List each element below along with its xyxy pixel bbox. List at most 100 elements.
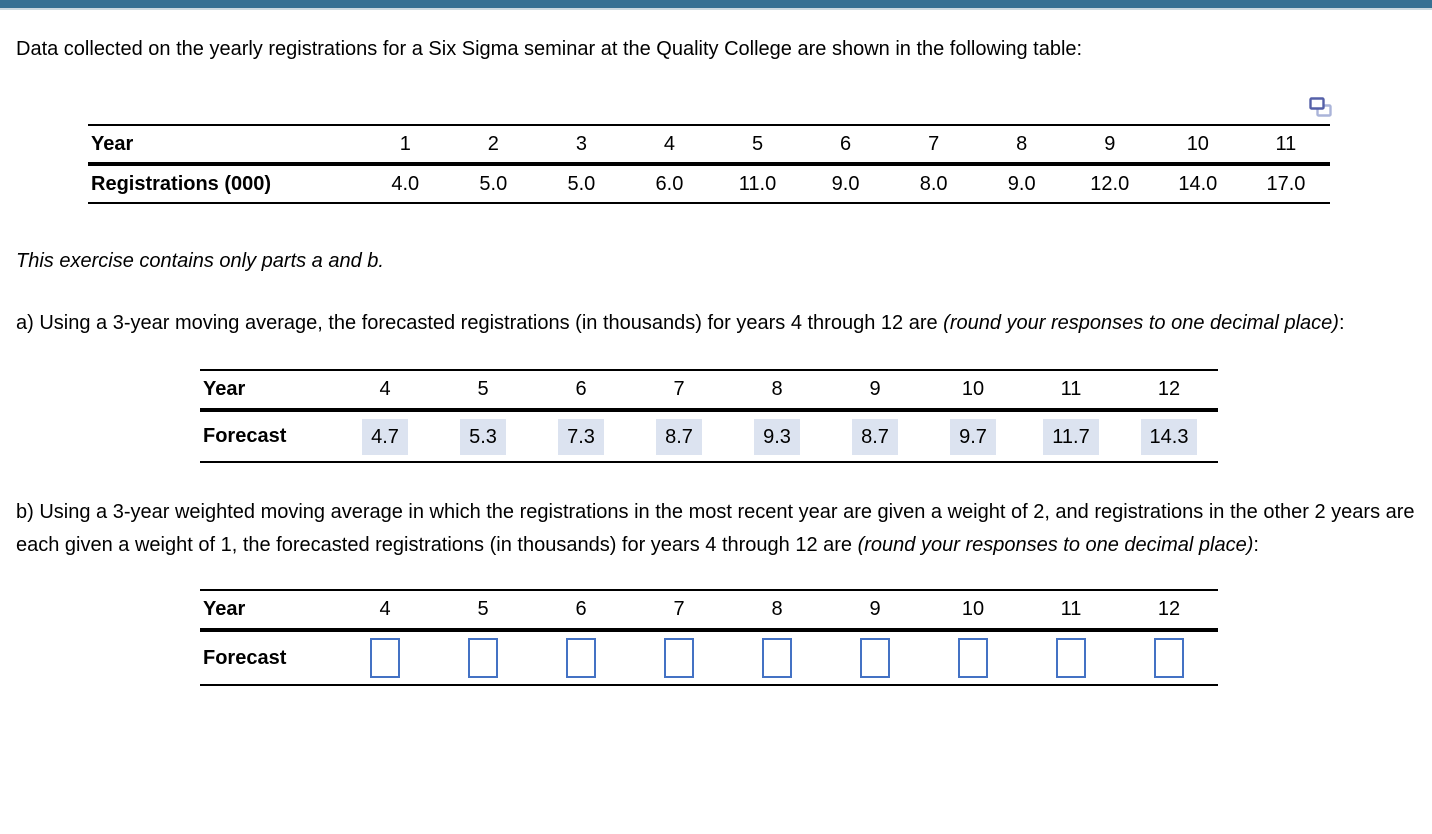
registration-cell: 12.0 <box>1090 172 1130 195</box>
year-cell: 11 <box>1022 590 1120 632</box>
year-cell: 4 <box>336 370 434 412</box>
forecast-cell <box>630 630 728 685</box>
table-row: Forecast 4.7 5.3 7.3 8.7 9.3 8.7 9.7 11.… <box>200 410 1218 462</box>
year-cell: 6 <box>532 370 630 412</box>
forecast-cell: 7.3 <box>532 410 630 462</box>
forecast-input-year-5[interactable] <box>468 638 498 678</box>
year-cell: 4 <box>336 590 434 632</box>
intro-text: Data collected on the yearly registratio… <box>16 38 1083 60</box>
year-cell: 9 <box>826 370 924 412</box>
forecast-input-year-11[interactable] <box>1056 638 1086 678</box>
forecast-cell: 4.7 <box>336 410 434 462</box>
year-cell: 5 <box>713 125 802 166</box>
row-label-year: Year <box>200 370 336 412</box>
registration-cell: 5.0 <box>479 172 508 195</box>
year-cell: 9 <box>1065 125 1154 166</box>
forecast-cell <box>1120 630 1218 685</box>
forecast-cell: 14.3 <box>1120 410 1218 462</box>
forecast-cell: 8.7 <box>630 410 728 462</box>
year-cell: 10 <box>924 590 1022 632</box>
part-b-text-italic: (round your responses to one decimal pla… <box>857 534 1254 556</box>
year-cell: 9 <box>826 590 924 632</box>
year-cell: 8 <box>728 590 826 632</box>
forecast-cell <box>924 630 1022 685</box>
year-cell: 4 <box>625 125 714 166</box>
registration-cell: 11.0 <box>738 172 777 195</box>
registrations-table: Year 1 2 3 4 5 6 7 8 9 10 11 Registratio… <box>88 124 1330 204</box>
year-cell: 6 <box>801 125 890 166</box>
forecast-answer-field[interactable]: 5.3 <box>460 418 506 455</box>
forecast-cell <box>336 630 434 685</box>
table-row: Year 4 5 6 7 8 9 10 11 12 <box>200 590 1218 632</box>
forecast-input-year-10[interactable] <box>958 638 988 678</box>
registration-cell: 4.0 <box>391 172 420 195</box>
registration-cell: 17.0 <box>1266 172 1306 195</box>
forecast-cell: 9.3 <box>728 410 826 462</box>
forecast-input-year-4[interactable] <box>370 638 400 678</box>
year-cell: 10 <box>1153 125 1242 166</box>
forecast-cell <box>728 630 826 685</box>
table-row: Registrations (000) 4.0 5.0 5.0 6.0 11.0… <box>88 164 1330 203</box>
exercise-note: This exercise contains only parts a and … <box>16 250 384 272</box>
year-cell: 8 <box>977 125 1066 166</box>
part-a-text-colon: : <box>1338 312 1345 334</box>
registration-cell: 6.0 <box>655 172 684 195</box>
part-b-text: b) Using a 3-year weighted moving averag… <box>16 496 1416 562</box>
forecast-answer-field[interactable]: 8.7 <box>852 418 898 455</box>
year-cell: 3 <box>537 125 626 166</box>
forecast-answer-field[interactable]: 9.3 <box>754 418 800 455</box>
table-row: Year 4 5 6 7 8 9 10 11 12 <box>200 370 1218 412</box>
forecast-cell <box>434 630 532 685</box>
year-cell: 11 <box>1022 370 1120 412</box>
part-b-text-main: b) Using a 3-year weighted moving averag… <box>16 501 1415 556</box>
forecast-answer-field[interactable]: 9.7 <box>950 418 996 455</box>
row-label-forecast: Forecast <box>203 646 287 669</box>
year-cell: 12 <box>1120 590 1218 632</box>
row-label-year: Year <box>88 125 362 166</box>
forecast-cell <box>826 630 924 685</box>
year-cell: 2 <box>449 125 538 166</box>
year-cell: 8 <box>728 370 826 412</box>
row-label-year: Year <box>200 590 336 632</box>
registration-cell: 14.0 <box>1178 172 1218 195</box>
part-b-text-colon: : <box>1253 534 1259 556</box>
part-a-text: a) Using a 3-year moving average, the fo… <box>16 307 1416 340</box>
top-accent-bar-edge <box>0 8 1432 10</box>
part-b-forecast-table: Year 4 5 6 7 8 9 10 11 12 Forecast <box>200 589 1218 686</box>
year-cell: 5 <box>434 590 532 632</box>
registration-cell: 9.0 <box>1007 172 1036 195</box>
part-a-forecast-table: Year 4 5 6 7 8 9 10 11 12 Forecast 4.7 5… <box>200 369 1218 463</box>
row-label-registrations: Registrations (000) <box>91 172 272 195</box>
part-a-text-main: a) Using a 3-year moving average, the fo… <box>16 312 944 334</box>
forecast-input-year-12[interactable] <box>1154 638 1184 678</box>
forecast-cell: 11.7 <box>1022 410 1120 462</box>
year-cell: 11 <box>1241 125 1330 166</box>
registration-cell: 9.0 <box>831 172 860 195</box>
registration-cell: 8.0 <box>919 172 948 195</box>
table-row: Year 1 2 3 4 5 6 7 8 9 10 11 <box>88 125 1330 166</box>
year-cell: 12 <box>1120 370 1218 412</box>
table-row: Forecast <box>200 630 1218 685</box>
forecast-answer-field[interactable]: 8.7 <box>656 418 702 455</box>
top-accent-bar <box>0 0 1432 8</box>
forecast-input-year-9[interactable] <box>860 638 890 678</box>
registration-cell: 5.0 <box>567 172 596 195</box>
forecast-cell: 9.7 <box>924 410 1022 462</box>
forecast-answer-field[interactable]: 14.3 <box>1140 418 1198 455</box>
forecast-cell: 8.7 <box>826 410 924 462</box>
forecast-cell: 5.3 <box>434 410 532 462</box>
year-cell: 5 <box>434 370 532 412</box>
year-cell: 7 <box>889 125 978 166</box>
forecast-answer-field[interactable]: 11.7 <box>1043 418 1099 455</box>
table-toolbar <box>88 94 1332 124</box>
copy-icon[interactable] <box>1307 94 1334 121</box>
forecast-input-year-6[interactable] <box>566 638 596 678</box>
data-table-section: Year 1 2 3 4 5 6 7 8 9 10 11 Registratio… <box>88 94 1332 204</box>
row-label-forecast: Forecast <box>203 425 287 447</box>
forecast-input-year-8[interactable] <box>762 638 792 678</box>
forecast-answer-field[interactable]: 4.7 <box>362 418 408 455</box>
forecast-input-year-7[interactable] <box>664 638 694 678</box>
forecast-answer-field[interactable]: 7.3 <box>558 418 604 455</box>
forecast-cell <box>1022 630 1120 685</box>
year-cell: 6 <box>532 590 630 632</box>
